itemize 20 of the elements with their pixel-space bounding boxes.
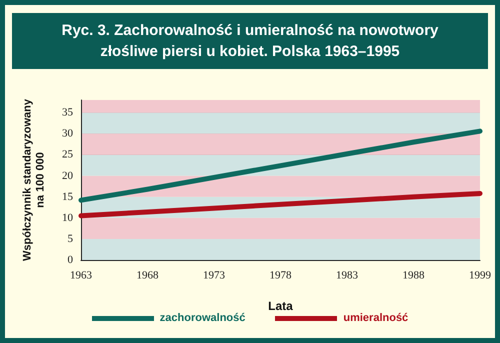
- y-tick-label: 10: [62, 212, 74, 224]
- y-tick-label: 0: [68, 254, 74, 266]
- y-tick-label: 30: [62, 128, 74, 140]
- x-tick-label: 1983: [336, 270, 358, 282]
- y-tick-label: 20: [62, 170, 74, 182]
- x-tick-label: 1978: [270, 270, 292, 282]
- text: zachorowalność: [160, 312, 246, 324]
- y-tick-label: 25: [62, 148, 74, 161]
- y-tick-label: 15: [62, 190, 74, 203]
- x-tick-label: 1988: [402, 270, 425, 282]
- y-tick-label: 35: [62, 106, 74, 119]
- x-tick-label: 1999: [469, 270, 492, 282]
- x-tick-label: 1963: [70, 270, 92, 282]
- x-tick-label: 1973: [203, 270, 226, 282]
- y-tick-label: 5: [68, 232, 74, 245]
- x-axis-title: Lata: [268, 299, 294, 313]
- y-axis-title: Współczynnik standaryzowany na 100 000: [22, 98, 46, 261]
- text: umieralność: [343, 312, 408, 324]
- chart-title: Ryc. 3. Zachorowalność i umieralność na nowotwory złośliwe piersi u kobiet. Polska 1963–1995: [12, 13, 488, 69]
- x-tick-label: 1968: [136, 270, 159, 282]
